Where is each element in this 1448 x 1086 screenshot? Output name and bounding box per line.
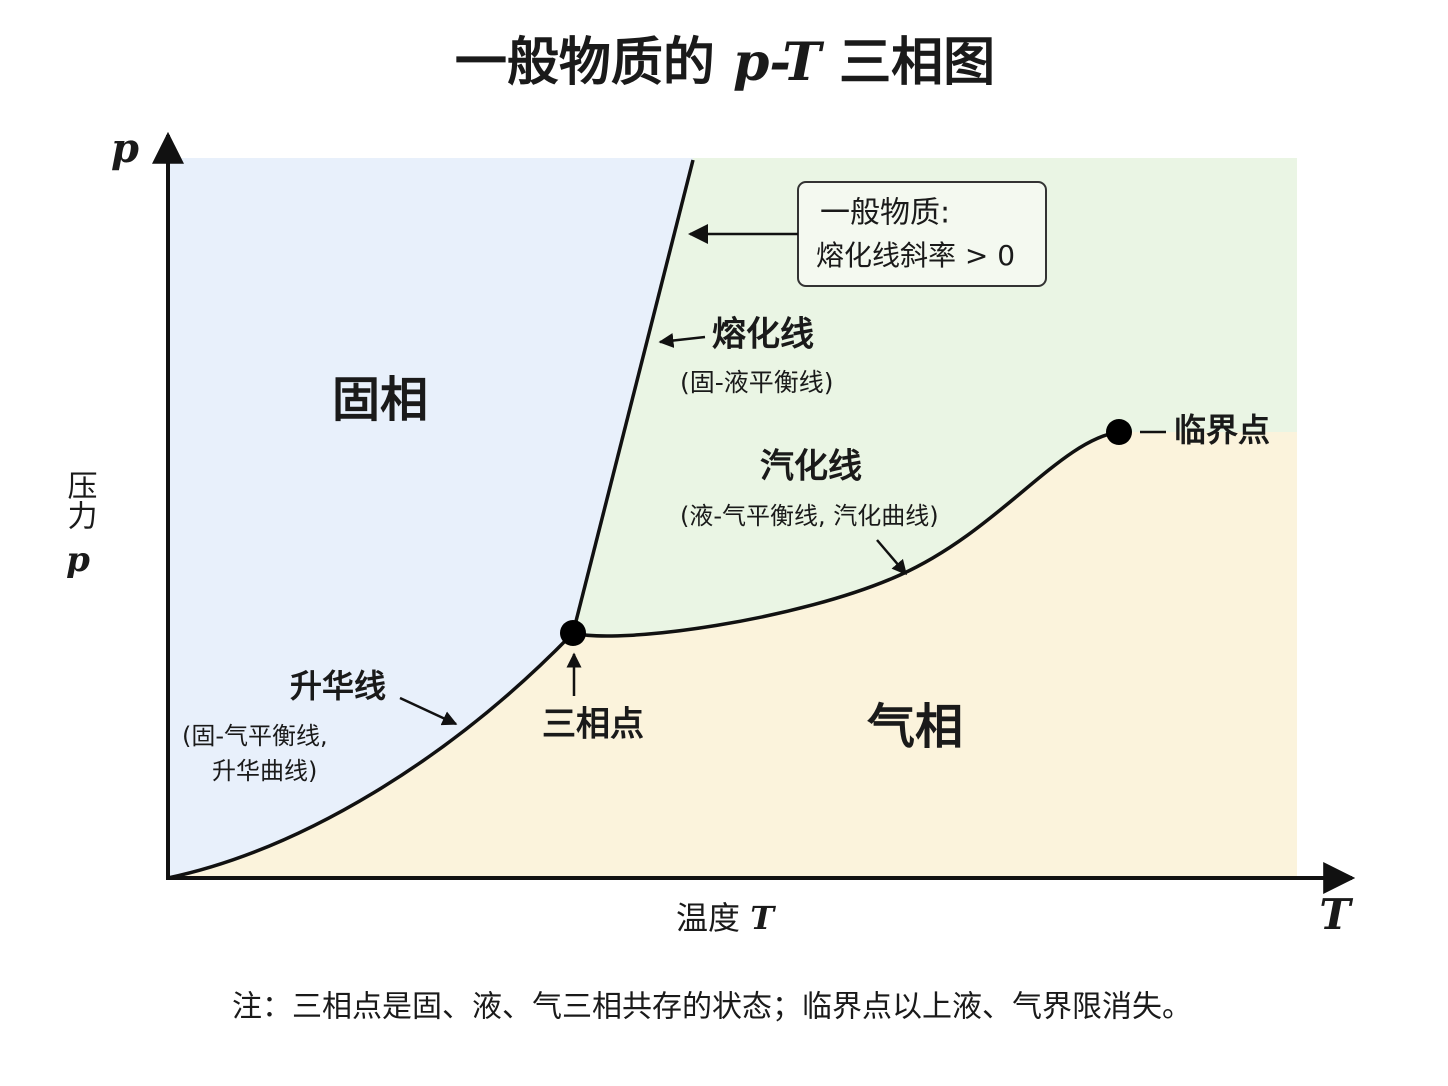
callout-line: 一般物质:: [820, 196, 950, 231]
gas-region: [168, 432, 1297, 878]
y-symbol: p: [111, 125, 139, 172]
sublimation-desc: (固-气平衡线,: [182, 722, 328, 750]
note: 注：三相点是固、液、气三相共存的状态；临界点以上液、气界限消失。: [232, 990, 1192, 1025]
y-label: 压力: [62, 470, 98, 530]
callout-line: 熔化线斜率 > 0: [816, 239, 1015, 272]
melting-desc: (固-液平衡线): [680, 368, 834, 397]
sublimation-curve: [167, 631, 575, 880]
vaporization-label: 汽化线: [760, 447, 862, 487]
triple-label: 三相点: [542, 705, 644, 745]
solid-region: [168, 158, 693, 878]
sublimation-arrow: [399, 696, 458, 726]
sublimation-desc: 升华曲线): [212, 757, 317, 785]
triple-point: [560, 620, 586, 646]
vaporization-arrow: [876, 539, 907, 576]
x-symbol: T: [1319, 890, 1353, 939]
gas-label: 气相: [867, 699, 963, 755]
melting-label: 熔化线: [712, 315, 814, 355]
melting-curve: [571, 159, 695, 634]
critical-label: 临界点: [1174, 411, 1270, 449]
solid-label: 固相: [332, 372, 428, 428]
critical-point: [1106, 419, 1132, 445]
x-label: 温度 T: [676, 899, 776, 938]
vaporization-desc: (液-气平衡线, 汽化曲线): [680, 502, 939, 530]
melting-arrow: [658, 333, 706, 348]
sublimation-label: 升华线: [290, 667, 386, 705]
title: 一般物质的 p-T 三相图: [455, 32, 995, 94]
y-label-symbol: p: [66, 540, 90, 580]
